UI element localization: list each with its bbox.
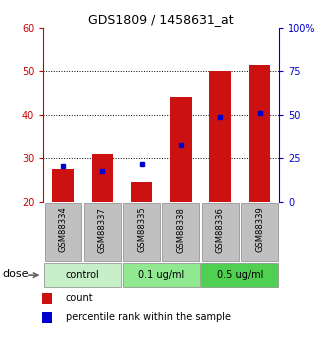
Bar xyxy=(42,312,52,323)
Bar xyxy=(241,203,278,261)
Text: GSM88336: GSM88336 xyxy=(216,207,225,253)
Text: percentile rank within the sample: percentile rank within the sample xyxy=(66,313,231,323)
Text: 0.5 ug/ml: 0.5 ug/ml xyxy=(217,270,263,279)
Bar xyxy=(170,97,192,202)
Bar xyxy=(123,264,200,287)
Text: GSM88337: GSM88337 xyxy=(98,207,107,253)
Bar xyxy=(42,293,52,304)
Text: count: count xyxy=(66,293,94,303)
Bar xyxy=(44,264,121,287)
Text: GSM88338: GSM88338 xyxy=(177,207,186,253)
Bar xyxy=(131,182,152,202)
Text: dose: dose xyxy=(2,269,29,279)
Title: GDS1809 / 1458631_at: GDS1809 / 1458631_at xyxy=(89,13,234,27)
Bar xyxy=(210,71,231,202)
Text: GSM88334: GSM88334 xyxy=(58,207,67,253)
Text: control: control xyxy=(66,270,100,279)
Text: GSM88335: GSM88335 xyxy=(137,207,146,253)
Bar xyxy=(84,203,121,261)
Bar xyxy=(249,65,270,202)
Bar xyxy=(162,203,199,261)
Bar xyxy=(91,154,113,202)
Bar xyxy=(123,203,160,261)
Text: 0.1 ug/ml: 0.1 ug/ml xyxy=(138,270,185,279)
Bar xyxy=(202,203,239,261)
Bar xyxy=(52,169,74,202)
Text: GSM88339: GSM88339 xyxy=(255,207,264,253)
Bar xyxy=(201,264,279,287)
Bar xyxy=(45,203,82,261)
